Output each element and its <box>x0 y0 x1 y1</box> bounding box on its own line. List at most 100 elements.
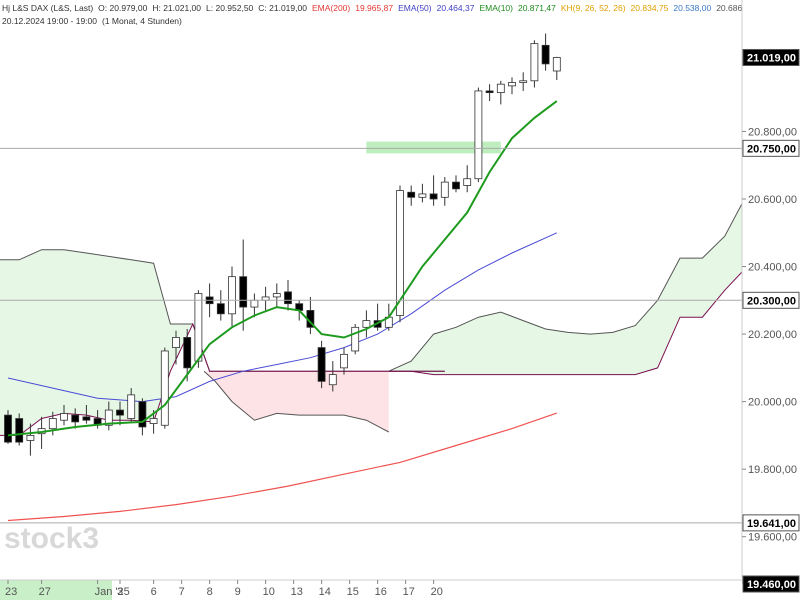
price-label-4: 19.460,00 <box>742 575 800 593</box>
candle-body-13 <box>149 418 158 424</box>
candle-body-23 <box>261 296 270 301</box>
candle-body-49 <box>552 57 561 72</box>
ichimoku-cloud-bearish <box>204 371 389 432</box>
price-label-text-4: 19.460,00 <box>747 579 796 591</box>
candle-body-10 <box>116 409 124 416</box>
y-tick-label-1: 20.600,00 <box>748 194 797 206</box>
candle-body-12 <box>138 401 147 428</box>
x-tick-label-10: 14 <box>319 586 331 598</box>
candle-body-19 <box>216 303 225 315</box>
price-label-box-2 <box>742 291 800 309</box>
x-tick-label-12: 16 <box>375 586 387 598</box>
candle-body-16 <box>183 337 192 369</box>
price-label-3: 19.641,00 <box>742 514 800 532</box>
x-tick-label-4: 6 <box>151 586 157 598</box>
legend-item-9: EMA(10) <box>479 3 513 13</box>
ema10-line <box>7 100 558 437</box>
legend-item-11: KH(9, 26, 52, 26) <box>560 3 626 13</box>
candle-body-1 <box>15 418 24 443</box>
ema200-line <box>7 412 557 522</box>
candle-body-4 <box>48 418 57 430</box>
x-tick-label-7: 9 <box>235 586 241 598</box>
candle-body-43 <box>485 90 494 94</box>
candle-body-29 <box>328 374 337 386</box>
x-tick-label-2: Jan '25 <box>95 586 130 598</box>
chart-info-line: 20.12.2024 19:00 - 19:00 (1 Monat, 4 Stun… <box>2 16 187 26</box>
senkou-a-line-2 <box>203 370 390 433</box>
x-axis-panel <box>0 578 742 600</box>
x-tick-label-13: 17 <box>403 586 415 598</box>
candle-body-47 <box>530 43 539 82</box>
candle-body-9 <box>104 409 113 426</box>
legend-item-5: EMA(200) <box>311 3 351 13</box>
candle-body-35 <box>396 190 404 316</box>
candle-body-14 <box>160 350 169 426</box>
candle-body-2 <box>26 435 35 441</box>
y-tick-label-6: 19.600,00 <box>748 532 797 544</box>
price-label-text-3: 19.641,00 <box>747 518 796 530</box>
x-tick-label-5: 7 <box>179 586 185 598</box>
price-label-text-1: 20.750,00 <box>747 143 796 155</box>
price-label-box-0 <box>742 48 800 66</box>
x-tick-label-1: 27 <box>39 586 51 598</box>
candle-body-28 <box>317 347 326 382</box>
info-item-0: 20.12.2024 19:00 - 19:00 <box>2 16 97 26</box>
y-axis: 20.800,00 20.600,00 20.400,00 20.200,00 20.0… <box>741 0 800 600</box>
legend-item-6: 19.965,87 <box>355 3 394 13</box>
watermark: stock3 <box>4 522 99 555</box>
candle-body-39 <box>440 181 449 198</box>
legend-item-7: EMA(50) <box>398 3 432 13</box>
y-tick-label-2: 20.400,00 <box>748 262 797 274</box>
price-label-box-3 <box>742 514 800 532</box>
x-tick-label-6: 8 <box>207 586 213 598</box>
y-tick-label-3: 20.200,00 <box>748 329 797 341</box>
candle-body-22 <box>250 299 259 308</box>
candle-body-5 <box>60 413 68 421</box>
candle-body-41 <box>463 178 472 186</box>
candle-body-40 <box>452 181 460 190</box>
legend-item-10: 20.871,47 <box>517 3 556 13</box>
legend-item-2: H: 21.021,00 <box>152 3 202 13</box>
candle-body-31 <box>351 326 360 352</box>
senkou-b-future <box>388 271 742 376</box>
x-tick-label-9: 13 <box>291 586 303 598</box>
candle-body-48 <box>541 44 550 65</box>
candle-body-25 <box>284 291 292 305</box>
candle-body-37 <box>418 193 427 198</box>
candle-body-36 <box>407 191 416 198</box>
ichimoku-cloud-future <box>388 203 742 375</box>
y-tick-label-5: 19.800,00 <box>748 464 797 476</box>
x-axis: 23 27 Jan '253 6 7 8 9 10 13 14 15 16 17 20 <box>0 578 742 600</box>
candle-body-11 <box>127 394 136 419</box>
candle-body-17 <box>194 293 203 362</box>
legend-item-1: O: 20.979,00 <box>98 3 148 13</box>
candle-body-38 <box>429 193 438 200</box>
info-item-1: (1 Monat, 4 Stunden) <box>102 16 182 26</box>
y-tick-label-0: 20.800,00 <box>748 126 797 138</box>
legend-item-3: L: 20.952,50 <box>206 3 254 13</box>
ema50-line <box>7 232 558 403</box>
legend-item-0: Hj L&S DAX (L&S, Last) <box>2 3 94 13</box>
x-tick-label-3: 3 <box>117 586 123 598</box>
x-tick-label-8: 10 <box>263 586 275 598</box>
legend-item-8: 20.464,37 <box>436 3 475 13</box>
price-label-box-4 <box>742 575 800 593</box>
candle-body-32 <box>362 320 371 328</box>
candle-body-46 <box>519 80 528 83</box>
candle-body-24 <box>272 293 281 298</box>
candle-body-0 <box>4 414 12 443</box>
candle-body-20 <box>228 276 236 315</box>
legend-item-14: 20.686,38 <box>716 3 755 13</box>
senkou-a-future <box>388 202 742 372</box>
x-tick-label-0: 23 <box>5 586 17 598</box>
candle-body-6 <box>71 414 80 423</box>
candle-body-7 <box>82 416 91 421</box>
support-zone <box>366 141 501 154</box>
candle-body-42 <box>474 90 483 180</box>
price-label-0: 21.019,00 <box>742 48 800 66</box>
x-axis-highlight <box>0 580 112 600</box>
legend-item-13: 20.538,00 <box>673 3 712 13</box>
candle-body-45 <box>508 82 516 87</box>
